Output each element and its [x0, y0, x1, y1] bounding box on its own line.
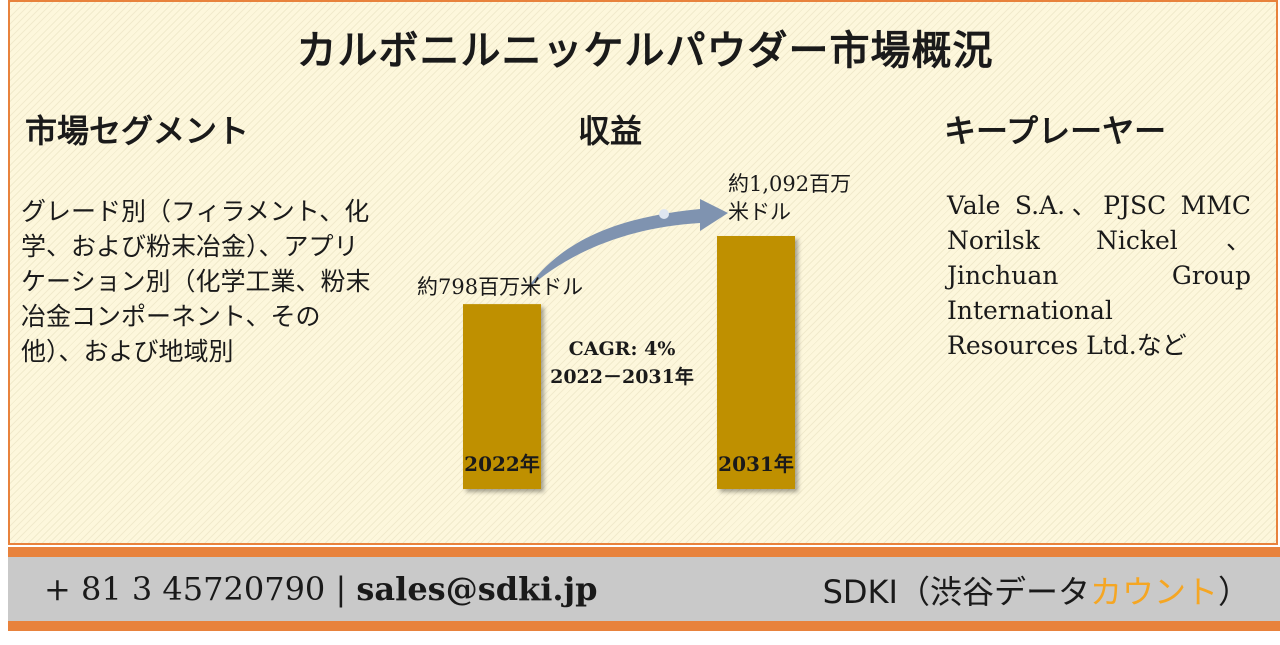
key-players-heading: キープレーヤー: [944, 112, 1167, 150]
footer-accent-bottom: [8, 621, 1280, 631]
phone-number[interactable]: + 81 3 45720790: [44, 570, 326, 608]
category-label: 2022年: [464, 452, 540, 476]
revenue-chart: 2022年 2031年 約798百万米ドル 約1,092百万米ドル CAGR: 4% 20…: [417, 172, 851, 489]
brand-accent: カウント: [1089, 573, 1218, 611]
footer-separator: |: [335, 570, 347, 608]
segments-text: グレード別（フィラメント、化学、および粉末冶金）、アプリケーション別（化学工業、…: [21, 197, 371, 366]
brand-main: SDKI（渋谷データ: [822, 573, 1090, 611]
brand-end: ）: [1217, 573, 1250, 611]
footer: + 81 3 45720790 | sales@sdki.jp SDKI（渋谷デ…: [8, 557, 1280, 621]
brand-name: SDKI（渋谷データカウント）: [823, 567, 1250, 613]
cagr-period-label: 2022－2031年: [550, 365, 694, 388]
footer-accent-top: [8, 547, 1280, 557]
value-label: 約798百万米ドル: [417, 275, 583, 299]
arrow-highlight: [659, 209, 669, 219]
page-title: カルボニルニッケルパウダー市場概況: [296, 27, 994, 74]
footer-contact: + 81 3 45720790 | sales@sdki.jp: [44, 570, 598, 608]
category-label: 2031年: [718, 452, 794, 476]
email-link[interactable]: sales@sdki.jp: [356, 570, 598, 608]
cagr-label: CAGR: 4%: [569, 338, 676, 360]
segments-heading: 市場セグメント: [25, 112, 250, 150]
bar-1: [463, 304, 541, 489]
revenue-heading: 収益: [578, 112, 643, 150]
value-label: 約1,092百万米ドル: [728, 172, 851, 224]
overview-panel: カルボニルニッケルパウダー市場概況 市場セグメント 収益 キープレーヤー グレー…: [8, 0, 1278, 545]
growth-arrow: [526, 199, 728, 290]
key-players-text: Vale S.A.、PJSC MMC Norilsk Nickel、Jinchu…: [947, 191, 1251, 360]
bar-2: [717, 236, 795, 489]
